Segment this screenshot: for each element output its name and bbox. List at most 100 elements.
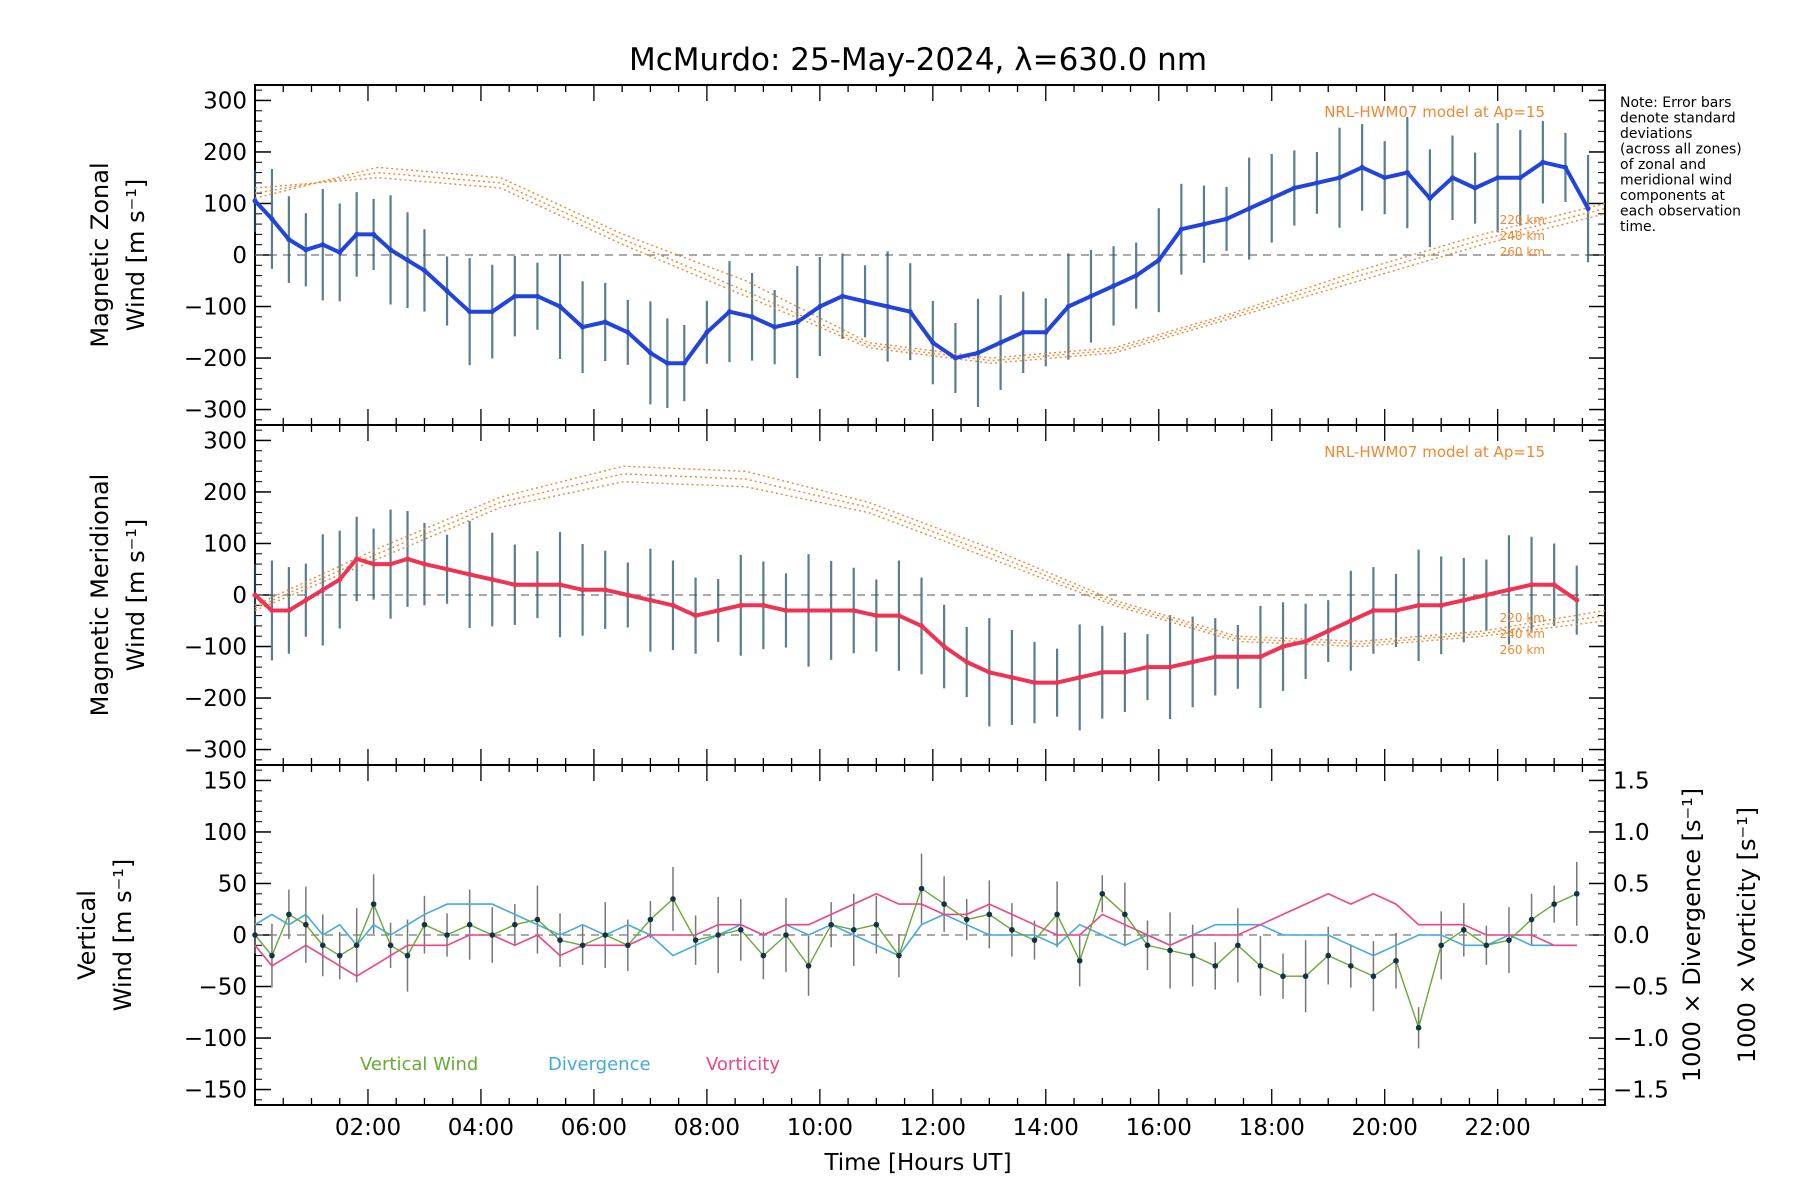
wind-point xyxy=(896,613,902,619)
wind-point xyxy=(405,257,411,263)
vertical-wind-point xyxy=(941,901,947,907)
vertical-wind-point xyxy=(1573,890,1580,897)
wind-point xyxy=(286,607,292,613)
vertical-wind-point xyxy=(1189,952,1196,959)
y-tick-label: −300 xyxy=(184,738,247,764)
y-tick-label: 0 xyxy=(232,583,247,609)
wind-point xyxy=(1574,597,1580,603)
y-tick-label: −200 xyxy=(184,686,247,712)
vertical-wind-point xyxy=(1348,963,1354,969)
time-axis: 02:00 04:00 06:00 08:00 10:00 12:00 14:00 16:00… xyxy=(335,1115,1531,1141)
vertical-wind-point xyxy=(353,942,360,949)
wind-point xyxy=(1427,195,1433,201)
y-tick-label: 0 xyxy=(232,923,247,949)
wind-point xyxy=(1122,669,1128,675)
x-tick-label: 22:00 xyxy=(1465,1115,1531,1141)
wind-point xyxy=(647,597,653,603)
x-tick-label: 06:00 xyxy=(561,1115,627,1141)
wind-point xyxy=(1359,164,1365,170)
y-tick-label: 200 xyxy=(203,480,247,506)
wind-point xyxy=(1370,607,1376,613)
wind-point xyxy=(252,198,258,204)
y2-tick-label: −0.5 xyxy=(1613,975,1669,1001)
wind-point xyxy=(1156,257,1162,263)
wind-point xyxy=(704,329,710,335)
wind-point xyxy=(1529,582,1535,588)
model-label: NRL-HWM07 model at Ap=15 xyxy=(1324,103,1545,121)
wind-point xyxy=(557,582,563,588)
note-line: meridional wind xyxy=(1620,173,1732,189)
model-height-label: 220 km xyxy=(1500,213,1545,227)
wind-point xyxy=(1065,304,1071,310)
wind-point xyxy=(1585,206,1591,212)
y-tick-label: −50 xyxy=(198,975,247,1001)
y2-tick-label: 1.5 xyxy=(1613,768,1650,794)
y-tick-label: −100 xyxy=(184,635,247,661)
model-height-label: 240 km xyxy=(1500,627,1545,641)
wind-series-line xyxy=(253,556,1578,685)
vertical-wind-point xyxy=(370,901,377,907)
wind-point xyxy=(1495,175,1501,181)
wind-point xyxy=(303,247,309,253)
wind-point xyxy=(873,613,879,619)
vertical-wind-point xyxy=(1506,937,1512,943)
x-tick-label: 04:00 xyxy=(448,1115,514,1141)
vertical-wind-point xyxy=(489,932,496,938)
wind-point xyxy=(534,293,540,299)
vertical-wind-point xyxy=(1460,927,1467,933)
vertical-panel: 150 100 50 0 −50 −100 −150 Vertical Wind [m s⁻¹]… xyxy=(73,764,1761,1106)
vertical-wind-point xyxy=(918,885,925,892)
y-tick-label: −100 xyxy=(184,1026,247,1052)
wind-point xyxy=(1167,664,1173,670)
wind-point xyxy=(580,587,586,593)
y2-tick-label: 0.0 xyxy=(1613,923,1650,949)
x-tick-label: 02:00 xyxy=(335,1115,401,1141)
model-curve xyxy=(254,465,1606,643)
wind-point xyxy=(303,597,309,603)
note-line: Note: Error bars xyxy=(1620,95,1731,111)
wind-point xyxy=(489,309,495,315)
x-tick-label: 20:00 xyxy=(1352,1115,1418,1141)
vertical-wind-point xyxy=(1212,963,1219,969)
wind-point xyxy=(1416,602,1422,608)
wind-point xyxy=(354,231,360,237)
wind-point xyxy=(602,319,608,325)
wind-point xyxy=(1291,185,1297,191)
vertical-wind-point xyxy=(404,952,411,959)
wind-point xyxy=(1551,582,1557,588)
wind-point xyxy=(337,249,343,255)
wind-point xyxy=(1314,180,1320,186)
wind-point xyxy=(1303,638,1309,644)
wind-point xyxy=(1257,654,1263,660)
vorticity-axis-label: 1000 × Vorticity [s⁻¹] xyxy=(1733,807,1761,1063)
vertical-wind-line xyxy=(254,887,1578,1031)
wind-point xyxy=(1461,597,1467,603)
y-tick-label: 150 xyxy=(203,768,247,794)
vertical-wind-point xyxy=(783,932,789,938)
y2-tick-label: −1.5 xyxy=(1613,1078,1669,1104)
wind-point xyxy=(1178,226,1184,232)
wind-point xyxy=(647,350,653,356)
wind-point xyxy=(1438,602,1444,608)
wind-point xyxy=(760,602,766,608)
vertical-wind-point xyxy=(557,937,563,943)
wind-point xyxy=(1212,654,1218,660)
model-curve xyxy=(254,171,1606,362)
vertical-wind-point xyxy=(1144,942,1151,949)
wind-point xyxy=(421,561,427,567)
wind-point xyxy=(625,329,631,335)
wind-point xyxy=(512,293,518,299)
y-axis-label: Magnetic Zonal xyxy=(86,162,114,347)
y-tick-label: 300 xyxy=(203,428,247,454)
wind-point xyxy=(371,561,377,567)
wind-point xyxy=(828,607,834,613)
wind-point xyxy=(681,360,687,366)
vertical-wind-point xyxy=(805,963,812,969)
wind-point xyxy=(252,592,258,598)
wind-point xyxy=(1201,221,1207,227)
y2-tick-label: 0.5 xyxy=(1613,871,1650,897)
wind-point xyxy=(320,242,326,248)
y-tick-label: 300 xyxy=(203,88,247,114)
wind-point xyxy=(772,324,778,330)
